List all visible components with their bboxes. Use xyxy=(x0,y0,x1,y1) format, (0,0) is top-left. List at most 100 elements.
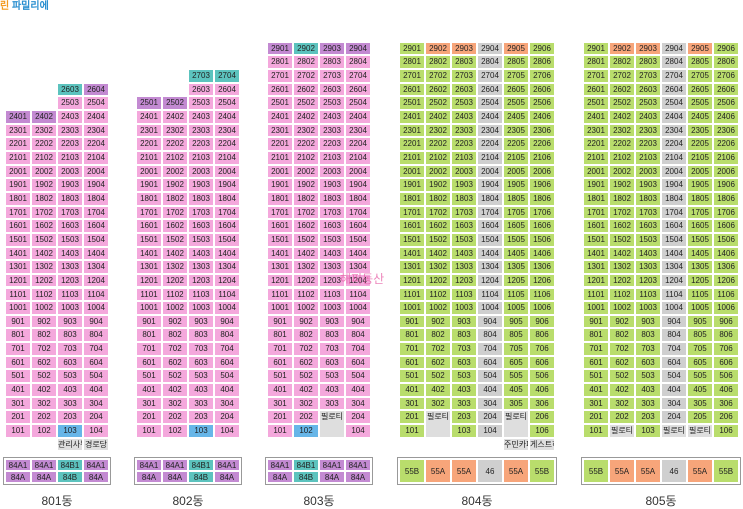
unit-type-cell: 55A xyxy=(687,459,713,483)
unit-cell: 1804 xyxy=(477,191,503,206)
unit-cell: 305 xyxy=(503,396,529,411)
unit-cell: 2001 xyxy=(399,164,425,179)
unit-cell: 2703 xyxy=(635,69,661,83)
unit-cell: 303 xyxy=(57,396,83,411)
unit-cell: 1904 xyxy=(661,178,687,192)
unit-cell: 2703 xyxy=(451,69,477,83)
unit-cell: 1505 xyxy=(687,232,713,247)
unit-cell: 201 xyxy=(5,410,31,424)
unit-cell: 2106 xyxy=(529,151,555,165)
unit-cell: 1201 xyxy=(5,273,31,288)
unit-cell: 1901 xyxy=(267,178,293,192)
unit-cell: 103 xyxy=(635,424,661,438)
unit-cell: 703 xyxy=(451,342,477,356)
unit-cell: 2301 xyxy=(399,123,425,138)
unit-cell: 2804 xyxy=(661,55,687,70)
unit-cell: 2206 xyxy=(713,137,739,151)
unit-type-cell: 84A1 xyxy=(136,459,162,471)
unit-cell: 2002 xyxy=(425,164,451,179)
unit-cell: 1601 xyxy=(136,219,162,233)
unit-cell: 1302 xyxy=(162,260,188,274)
unit-cell: 1903 xyxy=(188,178,214,192)
unit-cell: 202 xyxy=(162,410,188,424)
unit-cell: 2802 xyxy=(425,55,451,70)
unit-cell: 404 xyxy=(345,383,371,397)
unit-cell: 104 xyxy=(214,424,240,438)
unit-cell: 1703 xyxy=(188,205,214,220)
unit-cell: 505 xyxy=(687,369,713,384)
unit-cell: 2505 xyxy=(687,96,713,111)
unit-cell: 203 xyxy=(57,410,83,424)
unit-cell: 1302 xyxy=(293,260,319,274)
unit-cell: 202 xyxy=(31,410,57,424)
unit-cell: 2801 xyxy=(267,55,293,70)
unit-cell: 1803 xyxy=(188,191,214,206)
unit-cell: 1301 xyxy=(136,260,162,274)
unit-cell: 503 xyxy=(319,369,345,384)
unit-cell: 2402 xyxy=(425,110,451,124)
unit-cell: 502 xyxy=(293,369,319,384)
unit-cell: 1801 xyxy=(267,191,293,206)
unit-type-cell: 84A xyxy=(345,471,371,483)
unit-cell: 406 xyxy=(529,383,555,397)
unit-cell: 2203 xyxy=(57,137,83,151)
unit-cell: 2005 xyxy=(687,164,713,179)
unit-cell: 1904 xyxy=(214,178,240,192)
unit-cell: 804 xyxy=(214,328,240,343)
unit-cell: 2104 xyxy=(661,151,687,165)
pilotis-cell: 필로티 xyxy=(687,424,713,438)
unit-cell: 1806 xyxy=(713,191,739,206)
unit-cell: 1001 xyxy=(583,301,609,315)
unit-cell: 2906 xyxy=(529,41,555,56)
unit-cell: 906 xyxy=(529,314,555,329)
unit-type-cell: 84A xyxy=(136,471,162,483)
unit-cell: 1404 xyxy=(661,246,687,261)
unit-cell: 203 xyxy=(635,410,661,424)
unit-cell: 1704 xyxy=(477,205,503,220)
unit-cell: 2306 xyxy=(713,123,739,138)
unit-cell: 1101 xyxy=(267,287,293,302)
unit-cell: 2006 xyxy=(529,164,555,179)
unit-cell: 1001 xyxy=(267,301,293,315)
unit-cell: 702 xyxy=(425,342,451,356)
unit-cell: 305 xyxy=(687,396,713,411)
unit-cell: 1006 xyxy=(713,301,739,315)
unit-cell: 504 xyxy=(477,369,503,384)
unit-cell: 1403 xyxy=(57,246,83,261)
unit-type-cell: 55A xyxy=(451,459,477,483)
unit-cell: 2501 xyxy=(136,96,162,111)
unit-cell: 801 xyxy=(399,328,425,343)
unit-cell: 1701 xyxy=(136,205,162,220)
unit-cell: 703 xyxy=(319,342,345,356)
unit-cell: 2302 xyxy=(609,123,635,138)
unit-cell: 1205 xyxy=(503,273,529,288)
unit-cell: 1302 xyxy=(425,260,451,274)
unit-cell: 602 xyxy=(425,355,451,370)
unit-cell: 1102 xyxy=(293,287,319,302)
unit-cell: 2604 xyxy=(477,82,503,97)
unit-cell: 1804 xyxy=(214,191,240,206)
unit-cell: 1103 xyxy=(635,287,661,302)
unit-cell: 106 xyxy=(713,424,739,438)
unit-cell: 2906 xyxy=(713,41,739,56)
unit-cell: 401 xyxy=(399,383,425,397)
unit-cell: 2102 xyxy=(162,151,188,165)
unit-cell: 2701 xyxy=(399,69,425,83)
unit-cell: 2405 xyxy=(687,110,713,124)
unit-cell: 2404 xyxy=(661,110,687,124)
unit-cell: 802 xyxy=(162,328,188,343)
unit-cell: 504 xyxy=(83,369,109,384)
unit-cell: 2203 xyxy=(635,137,661,151)
unit-cell: 603 xyxy=(451,355,477,370)
unit-cell: 2002 xyxy=(609,164,635,179)
unit-cell: 2204 xyxy=(661,137,687,151)
unit-cell: 1802 xyxy=(293,191,319,206)
unit-cell: 1401 xyxy=(267,246,293,261)
unit-cell: 1105 xyxy=(503,287,529,302)
unit-cell: 2901 xyxy=(399,41,425,56)
unit-cell: 1101 xyxy=(5,287,31,302)
unit-cell: 1501 xyxy=(399,232,425,247)
unit-cell: 802 xyxy=(425,328,451,343)
unit-cell: 1206 xyxy=(713,273,739,288)
unit-cell: 1001 xyxy=(5,301,31,315)
